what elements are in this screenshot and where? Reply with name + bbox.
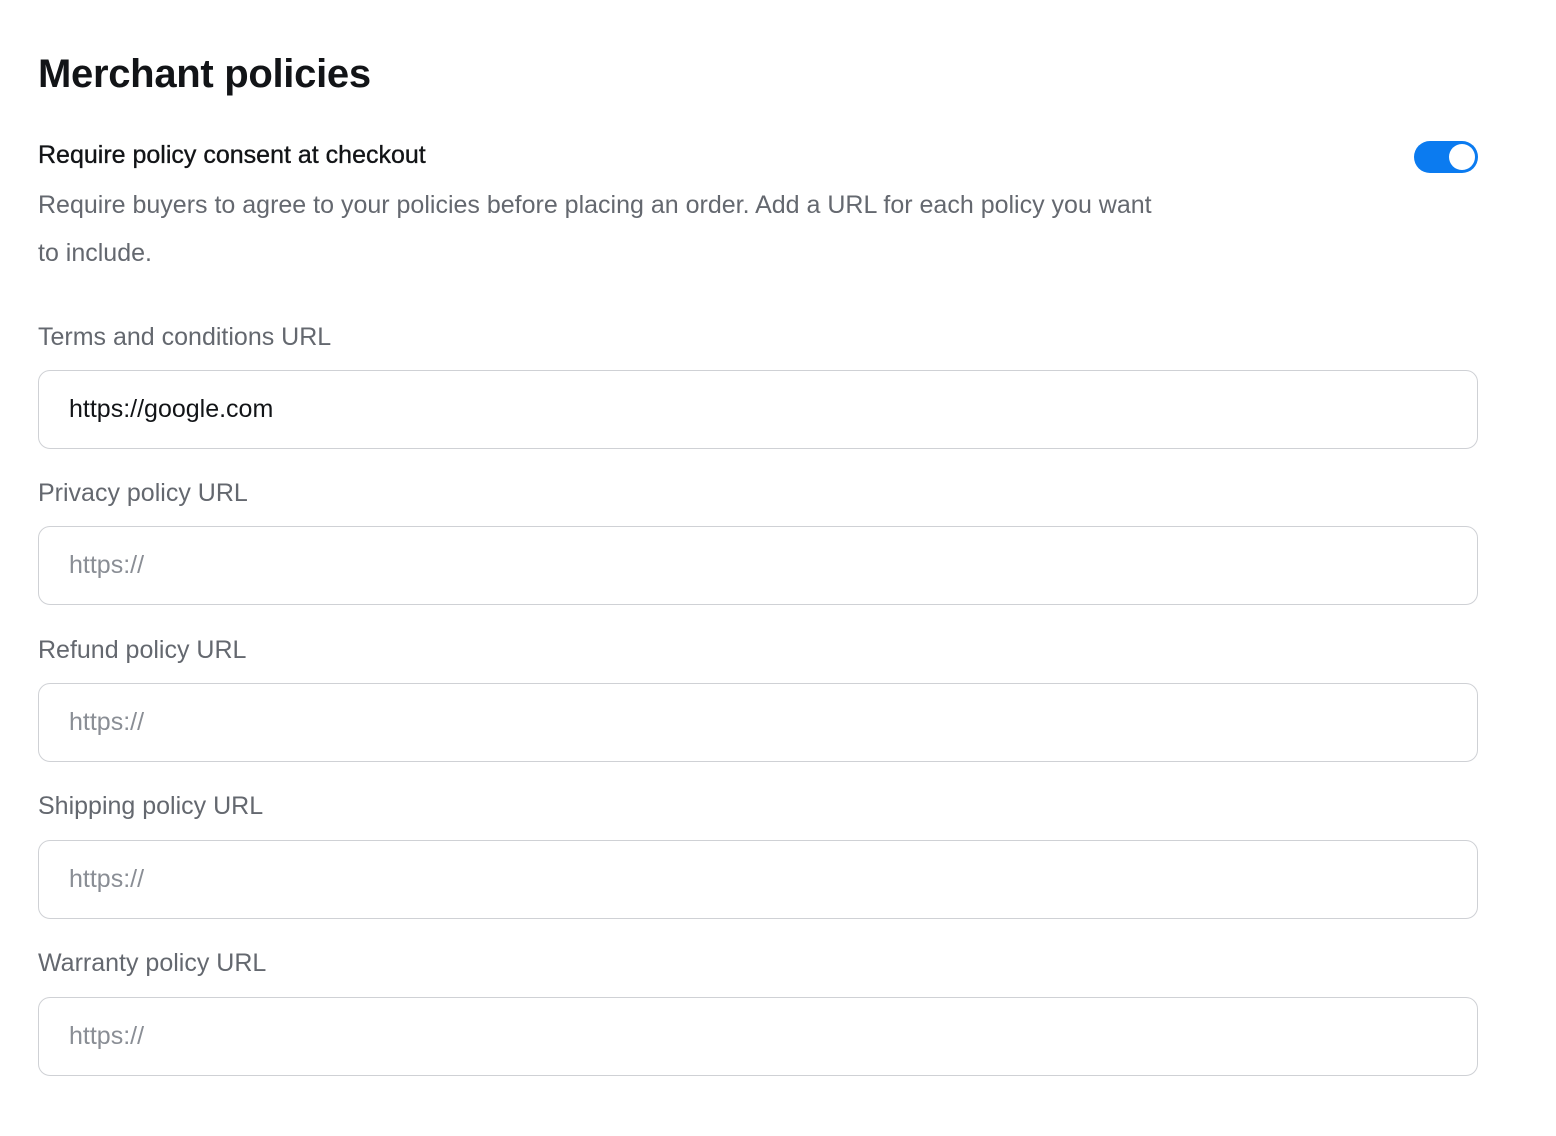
toggle-knob	[1449, 144, 1475, 170]
shipping-url-label: Shipping policy URL	[38, 792, 264, 820]
terms-url-input[interactable]	[38, 370, 1478, 449]
consent-setting-description: Require buyers to agree to your policies…	[38, 191, 1152, 267]
warranty-url-label: Warranty policy URL	[38, 949, 267, 977]
shipping-url-input[interactable]	[38, 840, 1478, 919]
refund-url-label: Refund policy URL	[38, 636, 247, 664]
terms-url-label: Terms and conditions URL	[38, 323, 332, 351]
warranty-url-input[interactable]	[38, 997, 1478, 1076]
page-title: Merchant policies	[38, 52, 371, 96]
refund-url-input[interactable]	[38, 683, 1478, 762]
privacy-url-input[interactable]	[38, 526, 1478, 605]
privacy-url-label: Privacy policy URL	[38, 479, 248, 507]
consent-setting-title: Require policy consent at checkout	[38, 141, 426, 169]
policy-consent-toggle[interactable]	[1414, 141, 1478, 173]
